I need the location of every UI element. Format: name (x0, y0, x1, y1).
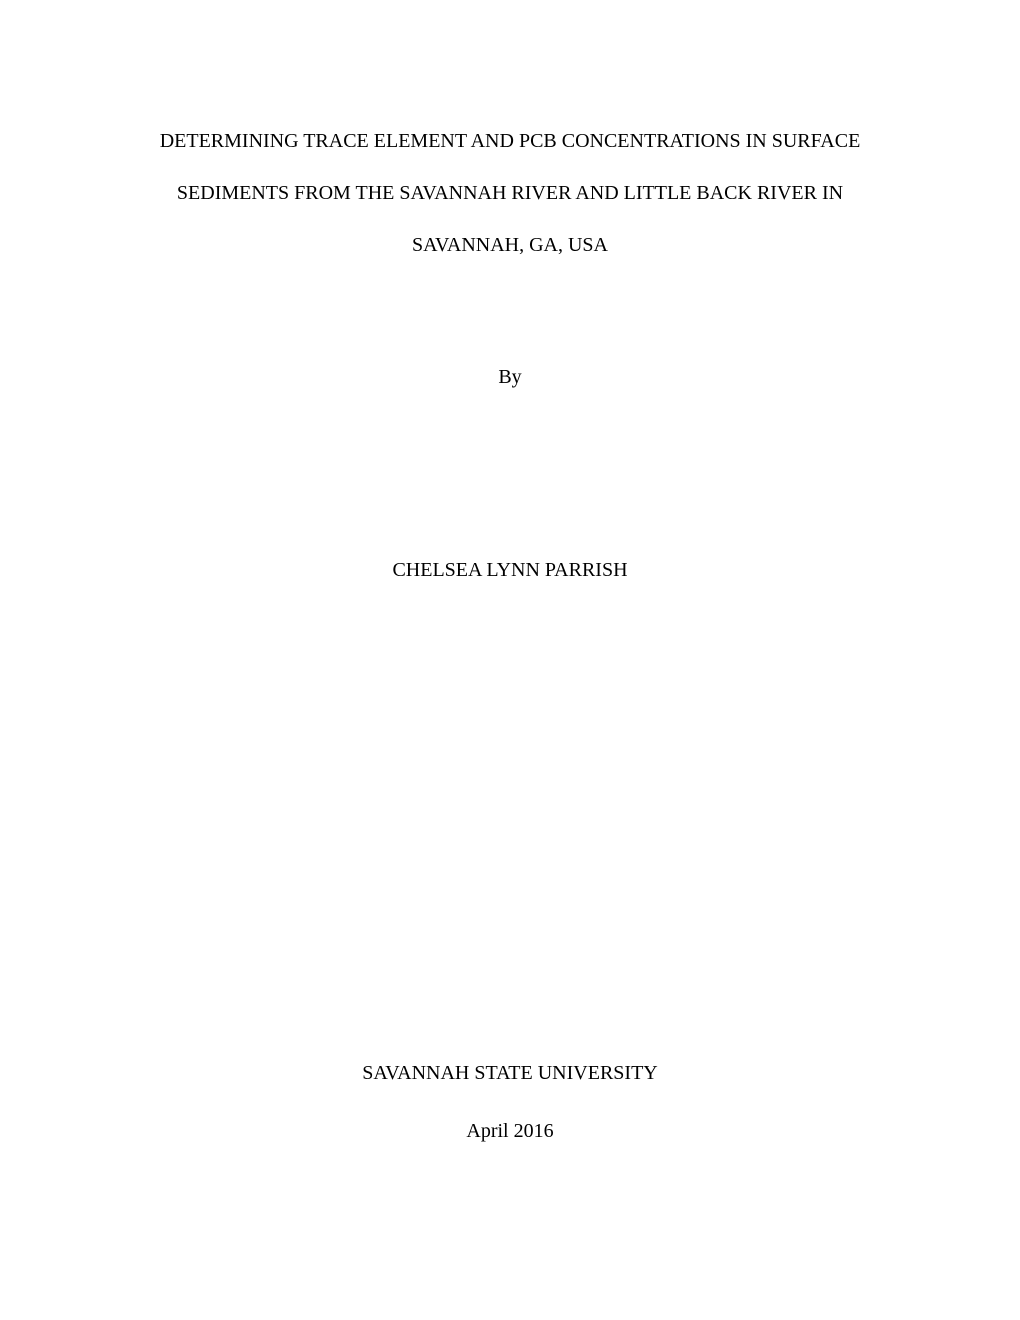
title-line-2: SEDIMENTS FROM THE SAVANNAH RIVER AND LI… (135, 167, 885, 219)
title-line-3: SAVANNAH, GA, USA (135, 219, 885, 271)
title-page: DETERMINING TRACE ELEMENT AND PCB CONCEN… (135, 115, 885, 1143)
by-label: By (135, 366, 885, 389)
publication-date: April 2016 (135, 1120, 885, 1143)
title-line-1: DETERMINING TRACE ELEMENT AND PCB CONCEN… (135, 115, 885, 167)
thesis-title: DETERMINING TRACE ELEMENT AND PCB CONCEN… (135, 115, 885, 271)
author-name: CHELSEA LYNN PARRISH (135, 559, 885, 582)
institution-name: SAVANNAH STATE UNIVERSITY (135, 1062, 885, 1085)
